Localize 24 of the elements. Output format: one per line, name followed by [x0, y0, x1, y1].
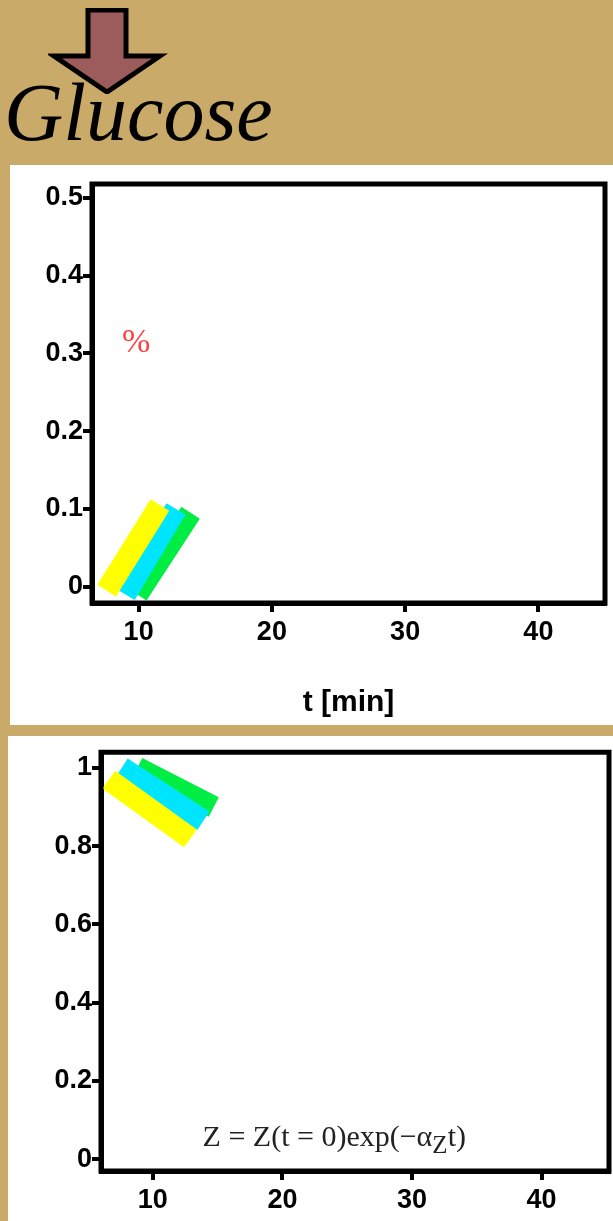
x-tick-label: 40: [526, 1183, 557, 1214]
y-tick-label: 0.5: [45, 181, 83, 212]
y-tick-label: 0.4: [54, 986, 92, 1017]
x-axis-title: t [min]: [302, 684, 395, 718]
y-tick-label: 0.3: [45, 336, 83, 367]
y-tick-label: 0: [67, 570, 83, 601]
x-tick-label: 20: [267, 1183, 298, 1214]
x-tick-label: 20: [256, 615, 287, 646]
x-tick-label: 10: [123, 615, 154, 646]
annotation: Z = Z(t = 0)exp(−α$_{Z}$t): [202, 1119, 466, 1159]
y-tick-label: 0.2: [45, 414, 83, 445]
y-tick-label: 0.1: [45, 492, 83, 523]
chart-title: Glucose: [4, 67, 273, 158]
y-tick-label: 0.6: [54, 907, 92, 938]
y-tick-label: 0.8: [54, 829, 92, 860]
y-tick-label: 0.4: [45, 259, 83, 290]
x-tick-label: 30: [390, 615, 421, 646]
x-tick-label: 30: [397, 1183, 428, 1214]
y-tick-label: 0.2: [54, 1064, 92, 1095]
x-tick-label: 40: [523, 615, 554, 646]
y-tick-label: 0: [76, 1142, 92, 1173]
x-tick-label: 10: [137, 1183, 168, 1214]
annotation: %: [122, 322, 151, 361]
y-tick-label: 1: [76, 751, 92, 782]
